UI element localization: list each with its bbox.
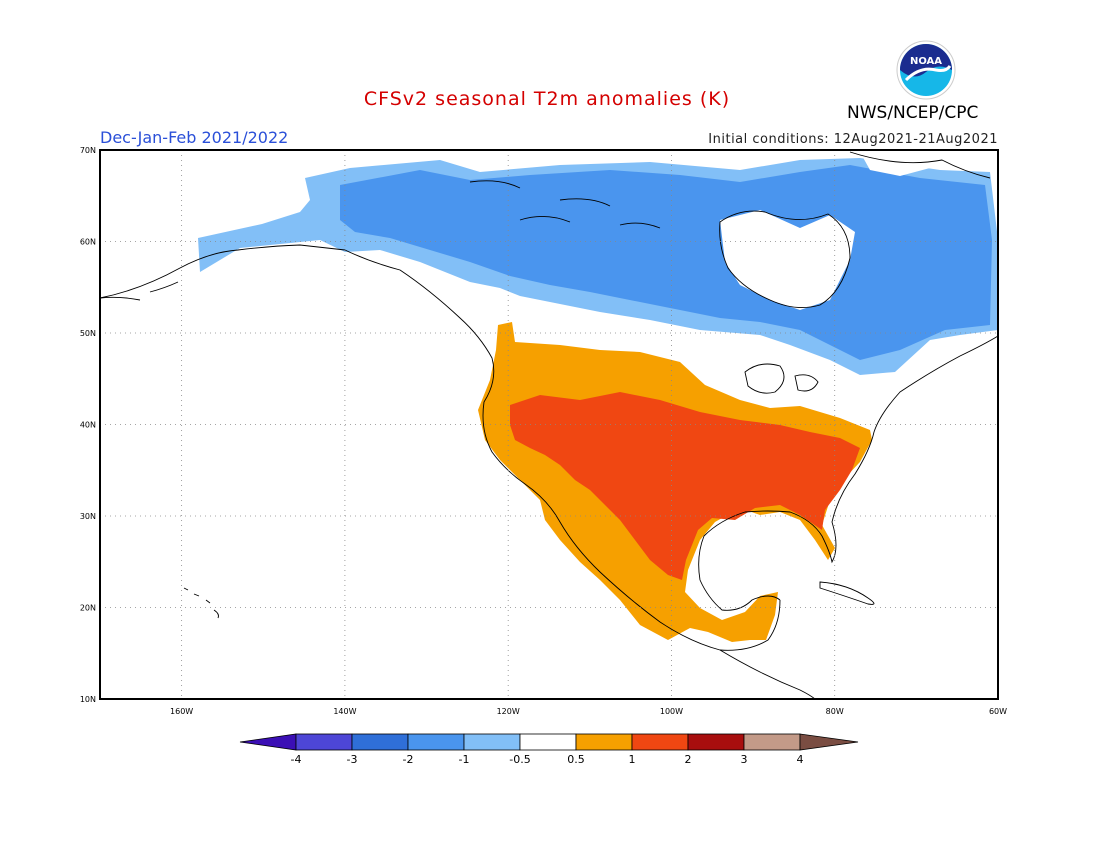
lat-label: 10N bbox=[80, 695, 96, 704]
lat-label: 60N bbox=[80, 238, 96, 247]
hudson-bay-coast bbox=[719, 210, 851, 309]
colorbar-arrow-right bbox=[799, 733, 859, 751]
map-frame bbox=[99, 149, 999, 700]
colorbar-label: 0.5 bbox=[567, 753, 585, 766]
cuba-coast bbox=[819, 581, 875, 605]
longitude-labels: 160W 140W 120W 100W 80W 60W bbox=[170, 707, 1007, 716]
colorbar-box bbox=[575, 733, 633, 751]
chart-title: CFSv2 seasonal T2m anomalies (K) bbox=[363, 88, 731, 110]
colorbar-label: -3 bbox=[347, 753, 358, 766]
neutral-greenland bbox=[860, 152, 940, 176]
colorbar-label: 4 bbox=[797, 753, 804, 766]
aleutians bbox=[99, 281, 179, 301]
lon-label: 100W bbox=[660, 707, 683, 716]
colorbar-label: -0.5 bbox=[509, 753, 530, 766]
colorbar-box bbox=[743, 733, 801, 751]
colorbar-label: -1 bbox=[459, 753, 470, 766]
colorbar-label: -2 bbox=[403, 753, 414, 766]
colorbar-box bbox=[407, 733, 465, 751]
organization-label: NWS/NCEP/CPC bbox=[847, 103, 979, 123]
colorbar-box bbox=[687, 733, 745, 751]
anomaly-map: 70N 60N 50N 40N 30N 20N 10N 160W 140W 120W 100W 80… bbox=[80, 146, 1007, 716]
neutral-hudson bbox=[720, 210, 855, 310]
colorbar-arrow-left bbox=[239, 733, 297, 751]
hawaii-islands bbox=[183, 587, 219, 619]
colorbar-labels: -4 -3 -2 -1 -0.5 0.5 1 2 3 4 bbox=[291, 753, 804, 766]
colorbar-label: -4 bbox=[291, 753, 302, 766]
lon-label: 80W bbox=[826, 707, 844, 716]
season-label: Dec-Jan-Feb 2021/2022 bbox=[100, 128, 289, 147]
lat-label: 30N bbox=[80, 512, 96, 521]
colorbar-box bbox=[351, 733, 409, 751]
lon-label: 60W bbox=[989, 707, 1007, 716]
latitude-labels: 70N 60N 50N 40N 30N 20N 10N bbox=[80, 146, 96, 704]
central-america-coast bbox=[719, 649, 816, 700]
coastlines bbox=[99, 151, 999, 700]
great-lakes bbox=[744, 363, 819, 394]
lat-label: 70N bbox=[80, 146, 96, 155]
lon-label: 160W bbox=[170, 707, 193, 716]
colorbar-boxes bbox=[239, 733, 859, 751]
colorbar-box bbox=[519, 733, 577, 751]
colorbar-label: 3 bbox=[741, 753, 748, 766]
svg-text:NOAA: NOAA bbox=[910, 56, 942, 67]
arctic-islands bbox=[469, 180, 661, 229]
colorbar-label: 1 bbox=[629, 753, 636, 766]
north-america-coast bbox=[99, 244, 999, 651]
lat-label: 50N bbox=[80, 329, 96, 338]
colorbar-box bbox=[631, 733, 689, 751]
initial-conditions-label: Initial conditions: 12Aug2021-21Aug2021 bbox=[708, 132, 998, 147]
lon-label: 120W bbox=[497, 707, 520, 716]
noaa-logo-icon: NOAA bbox=[896, 40, 956, 100]
warm-strong-region bbox=[510, 392, 860, 580]
colorbar-label: 2 bbox=[685, 753, 692, 766]
anomaly-fill bbox=[198, 152, 998, 642]
colorbar-box bbox=[463, 733, 521, 751]
colorbar-box bbox=[295, 733, 353, 751]
lon-label: 140W bbox=[333, 707, 356, 716]
lat-label: 20N bbox=[80, 604, 96, 613]
cold-region bbox=[340, 165, 992, 360]
greenland-coast bbox=[849, 151, 991, 179]
lat-label: 40N bbox=[80, 421, 96, 430]
